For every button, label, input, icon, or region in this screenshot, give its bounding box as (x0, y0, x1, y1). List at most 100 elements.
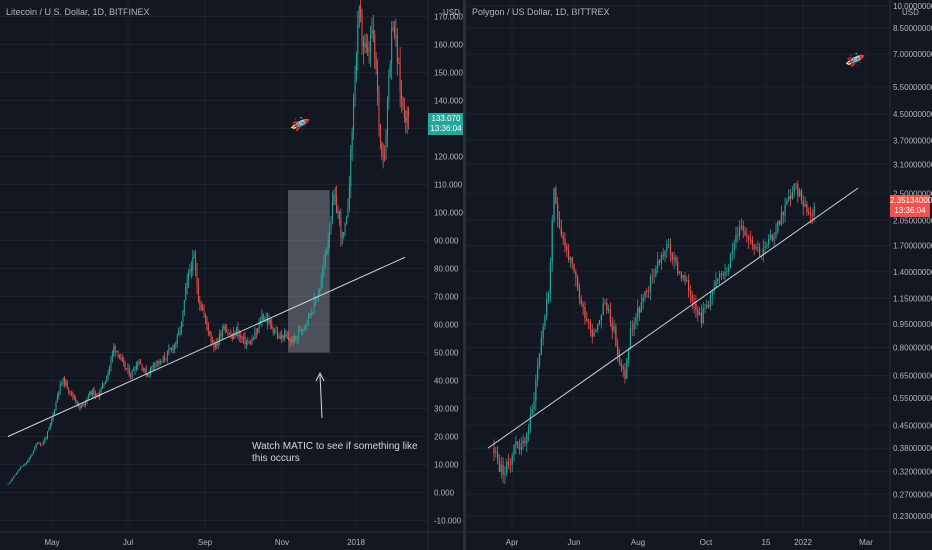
candle-body (289, 339, 291, 342)
candle-body (124, 362, 126, 369)
candle-body (302, 329, 304, 331)
candle-body (157, 360, 159, 362)
candle-body (155, 361, 157, 366)
candle-body (337, 211, 339, 214)
candle-body (17, 470, 19, 474)
candle-body (658, 260, 661, 263)
candle-body (168, 349, 170, 352)
polygon-chart-pane[interactable]: Polygon / US Dollar, 1D, BITTREX 10.0000… (466, 0, 932, 550)
y-tick-label: 1.15000000 (893, 294, 932, 303)
y-tick-label: 90.000 (434, 237, 459, 246)
candle-body (755, 247, 757, 249)
candle-body (778, 220, 781, 225)
candle-body (173, 343, 175, 350)
candle-body (272, 327, 274, 332)
candle-body (737, 235, 739, 236)
candle-body (347, 206, 349, 218)
y-tick-label: 2.50000000 (893, 189, 932, 198)
candle-body (188, 272, 190, 281)
y-tick-label: 0.55000000 (893, 394, 932, 403)
candle-body (742, 225, 744, 231)
candle-body (31, 453, 33, 456)
candle-body (55, 401, 57, 411)
candle-body (145, 368, 147, 376)
candle-body (93, 389, 95, 396)
candle-body (728, 267, 730, 272)
candle-body (706, 304, 708, 308)
candle-body (166, 351, 168, 359)
candle-body (254, 332, 256, 340)
candle-body (338, 211, 340, 219)
candle-body (210, 335, 212, 341)
candle-body (340, 218, 342, 238)
candle-body (164, 357, 166, 360)
candle-body (691, 295, 693, 302)
y-tick-label: 2.05000000 (893, 216, 932, 225)
candle-body (684, 275, 686, 282)
candle-body (148, 374, 150, 376)
y-tick-label: 0.95000000 (893, 320, 932, 329)
candle-body (241, 337, 243, 339)
candle-body (666, 244, 668, 251)
candle-body (708, 304, 710, 307)
candle-body (34, 446, 36, 452)
candle-body (511, 455, 513, 465)
candle-body (47, 431, 48, 438)
candle-body (100, 387, 102, 393)
polygon-chart-svg[interactable]: 10.00000000 8.50000000 7.00000000 5.5000000… (466, 0, 932, 550)
y-tick-label: 40.000 (434, 377, 459, 386)
litecoin-chart-pane[interactable]: Litecoin / U.S. Dollar, 1D, BITFINEX 170… (0, 0, 464, 550)
candle-body (133, 370, 135, 372)
candle-body (613, 326, 615, 331)
candle-body (226, 330, 228, 332)
candle-body (154, 365, 156, 367)
candle-body (540, 338, 542, 354)
pane-divider[interactable] (463, 0, 466, 550)
y-tick-label: 0.38000000 (893, 444, 932, 453)
candle-body (389, 63, 391, 74)
candle-body (808, 212, 810, 214)
candle-body (186, 280, 188, 287)
candle-body (333, 194, 335, 202)
litecoin-chart-svg[interactable]: 170.000160.000150.000140.000130.000120.0… (0, 0, 463, 550)
candle-body (775, 231, 777, 237)
candle-body (542, 326, 544, 339)
candle-body (811, 215, 813, 217)
candle-body (7, 484, 9, 485)
candle-body (245, 341, 247, 344)
candle-body (134, 369, 136, 371)
candle-body (546, 298, 548, 316)
candle-body (362, 41, 364, 47)
candle-body (733, 243, 735, 252)
candle-body (107, 371, 109, 379)
candle-body (73, 396, 75, 399)
candle-body (197, 285, 199, 302)
candle-body (18, 469, 20, 471)
candle-body (10, 480, 12, 483)
candle-body (279, 336, 281, 339)
candle-body (646, 291, 648, 292)
candle-body (518, 447, 521, 450)
candle-body (137, 364, 139, 366)
candle-body (695, 303, 697, 311)
candle-body (566, 246, 568, 251)
candle-body (138, 362, 140, 366)
candle-body (258, 323, 260, 329)
candle-body (312, 312, 314, 314)
candle-body (237, 327, 239, 336)
candle-body (24, 464, 26, 466)
candle-body (738, 226, 741, 236)
candle-body (749, 239, 752, 241)
y-tick-label: 80.000 (434, 265, 459, 274)
candle-body (396, 35, 398, 63)
candle-body (378, 90, 380, 125)
candle-body (39, 443, 41, 446)
candle-body (80, 405, 82, 409)
y-tick-label: 0.45000000 (893, 421, 932, 430)
candle-body (527, 429, 530, 435)
candle-body (120, 356, 122, 358)
candle-body (200, 304, 202, 309)
candle-body (538, 353, 541, 366)
candle-body (63, 377, 65, 386)
y-tick-label: 0.23000000 (893, 512, 932, 521)
